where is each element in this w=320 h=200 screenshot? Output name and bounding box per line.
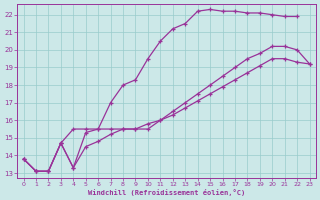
X-axis label: Windchill (Refroidissement éolien,°C): Windchill (Refroidissement éolien,°C) — [88, 189, 245, 196]
